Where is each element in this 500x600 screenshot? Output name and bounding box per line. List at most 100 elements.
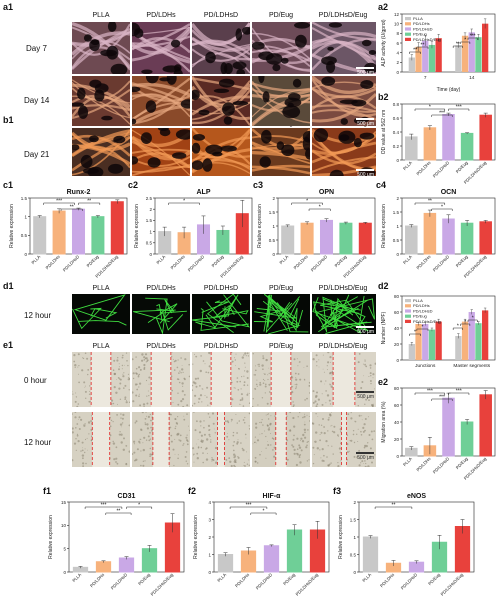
panel-label-c3: c3 xyxy=(253,180,264,190)
legend-label: PD/LDHsD/Eug xyxy=(413,319,441,324)
significance-label: *** xyxy=(101,503,107,509)
bar-junctions-series-1 xyxy=(408,344,416,360)
bar-pd-eug xyxy=(460,222,474,255)
scale-bar-e1-0h: 500 μm xyxy=(338,391,374,400)
significance-bracket xyxy=(60,208,83,211)
x-tick-label: PD/LDHs xyxy=(45,254,61,270)
y-tick-label: 1 xyxy=(353,535,356,540)
y-tick-label: 0 xyxy=(149,252,152,257)
y-tick-label: 0.4 xyxy=(393,130,400,135)
significance-label: * xyxy=(262,509,264,515)
y-tick-label: 1 xyxy=(396,224,399,229)
y-axis-label: Relative expression xyxy=(134,204,140,248)
y-tick-label: 1.5 xyxy=(350,517,357,522)
significance-label: * xyxy=(464,320,466,326)
significance-bracket xyxy=(431,398,453,401)
significance-bracket xyxy=(431,208,453,211)
chart-c3-opn: OPN 0 0.5 1 1.5 2 Relative expression PLLA PD/LD… xyxy=(257,189,376,279)
panel-label-e2: e2 xyxy=(378,377,389,387)
bar-plla xyxy=(281,225,295,255)
x-tick-label: PD/LDHs xyxy=(170,254,186,270)
y-tick-label: 1 xyxy=(149,229,152,234)
scale-bar-d1: 500 μm xyxy=(338,326,374,335)
significance-label: ** xyxy=(116,509,120,515)
col-label-pdldhsd-a1: PD/LDHsD xyxy=(203,12,239,19)
x-tick-label: PD/LDHs xyxy=(89,572,105,588)
bar-pd-ldhsd-eug xyxy=(479,394,492,457)
micrograph-a1-day14-5 xyxy=(312,76,376,126)
bar-pd-ldhsd xyxy=(408,561,425,573)
bar-pd-ldhs xyxy=(52,210,66,255)
col-label-pdldhsdeug-e1: PD/LDHsD/Eug xyxy=(318,343,368,350)
bar-pd-ldhsd xyxy=(71,208,86,255)
x-tick-label: PD/LDHsD/Eug xyxy=(440,572,465,597)
bar-plla xyxy=(405,136,418,161)
row-label-0hour: 0 hour xyxy=(24,376,47,385)
x-tick-label: PD/LDHsD xyxy=(255,572,273,590)
micrograph-e1-0h-5 xyxy=(312,352,376,407)
x-tick-label: Master segments xyxy=(453,363,490,369)
panel-label-b2: b2 xyxy=(378,92,389,102)
x-tick-label: Junctions xyxy=(415,363,436,369)
bar-pd-eug xyxy=(460,132,474,161)
col-label-pdeug-d1: PD/Eug xyxy=(268,285,294,292)
y-axis-label: Relative expression xyxy=(48,515,54,559)
bar-pd-ldhs xyxy=(95,561,112,573)
chart-f3-enos: eNOS 0 0.5 1 1.5 2 Relative expression PLLA PD/L… xyxy=(338,493,475,597)
y-tick-label: 0.6 xyxy=(393,116,400,121)
bar-master-segments-series-4 xyxy=(475,323,482,360)
x-tick-label: PD/LDHsD/Eug xyxy=(150,572,175,597)
y-axis-label: Relative expression xyxy=(9,204,15,248)
x-tick-label: PD/LDHs xyxy=(234,572,250,588)
x-tick-label: PD/Eug xyxy=(282,572,296,586)
y-axis-label: Migration area (%) xyxy=(381,401,387,442)
micrograph-d1-12h-1 xyxy=(72,294,130,334)
panel-label-d2: d2 xyxy=(378,281,389,291)
x-tick-label: PD/Eug xyxy=(455,254,469,268)
legend-label: PD/LDHsD xyxy=(413,308,433,313)
bar-junctions-series-4 xyxy=(428,329,436,360)
x-tick-label: PD/Eug xyxy=(427,572,441,586)
legend-swatch xyxy=(405,314,411,318)
bar-pd-eug xyxy=(141,548,158,573)
significance-bracket xyxy=(78,202,101,205)
legend-swatch xyxy=(405,299,411,303)
y-tick-label: 1.5 xyxy=(21,196,28,201)
scale-bar-e1-12h: 500 μm xyxy=(338,452,374,461)
row-label-12hour-e1: 12 hour xyxy=(24,438,52,447)
y-tick-label: 1 xyxy=(24,214,27,219)
y-axis-label: Relative expression xyxy=(257,204,263,248)
chart-d2-tube-formation: 0 20 40 60 80 Number (NPF) Junctions Master seg… xyxy=(381,294,496,369)
x-tick-label: PD/LDHs xyxy=(415,160,431,176)
x-tick-label: PD/Eug xyxy=(211,254,225,268)
panel-label-c1: c1 xyxy=(3,180,14,190)
significance-label: * xyxy=(441,205,443,211)
row-label-12hour-d1: 12 hour xyxy=(24,311,52,320)
x-tick-label: PLLA xyxy=(402,160,413,171)
significance-label: * xyxy=(472,316,474,322)
y-tick-label: 0.5 xyxy=(146,241,153,246)
significance-bracket xyxy=(460,323,471,326)
micrograph-e1-0h-3 xyxy=(192,352,250,407)
y-tick-label: 0 xyxy=(396,158,399,163)
significance-bracket xyxy=(229,506,268,509)
significance-label: ** xyxy=(392,503,396,509)
significance-bracket xyxy=(374,506,413,509)
micrograph-e1-12h-3 xyxy=(192,412,250,467)
y-tick-label: 60 xyxy=(394,403,400,408)
y-tick-label: 1 xyxy=(272,224,275,229)
significance-bracket xyxy=(84,506,123,509)
y-tick-label: 40 xyxy=(394,326,400,331)
y-tick-label: 0 xyxy=(272,252,275,257)
micrograph-e1-0h-2 xyxy=(132,352,190,407)
x-tick-label: PLLA xyxy=(402,456,413,467)
y-tick-label: 4 xyxy=(208,500,211,505)
y-tick-label: 0 xyxy=(63,570,66,575)
y-tick-label: 80 xyxy=(394,386,400,391)
significance-bracket xyxy=(467,319,478,322)
micrograph-e1-12h-1 xyxy=(72,412,130,467)
legend-label: PD/Eug xyxy=(413,32,427,37)
x-tick-label: PD/Eug xyxy=(455,160,469,174)
x-tick-label: PLLA xyxy=(278,254,289,265)
